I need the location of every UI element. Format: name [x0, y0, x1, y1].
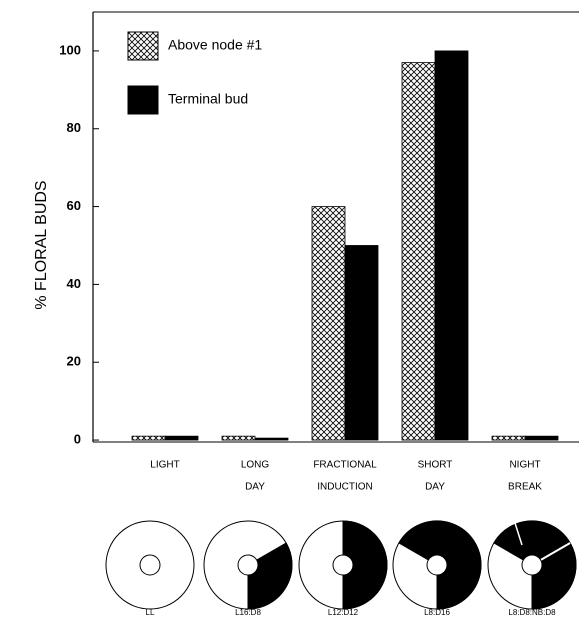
- y-axis-label: % FLORAL BUDS: [33, 180, 50, 309]
- photoperiod-label: L16:D8: [235, 608, 261, 617]
- y-tick-label: 20: [67, 354, 81, 369]
- bar: [402, 63, 435, 440]
- legend-label: Above node #1: [168, 37, 262, 53]
- y-tick-label: 100: [59, 42, 81, 57]
- x-tick-label: INDUCTION: [317, 482, 373, 493]
- photoperiod-label: L8:D8:NB:D8: [508, 608, 556, 617]
- y-tick-label: 80: [67, 120, 81, 135]
- y-tick-label: 0: [74, 431, 81, 446]
- y-tick-label: 40: [67, 276, 81, 291]
- bar: [312, 207, 345, 440]
- x-tick-label: NIGHT: [509, 460, 540, 471]
- x-tick-label: BREAK: [508, 482, 542, 493]
- page: % FLORAL BUDS 0 20 40 60 80 100 LIGHT LONG DAY FR…: [0, 0, 579, 618]
- x-tick-label: SHORT: [418, 460, 453, 471]
- photoperiod-diagrams: [106, 521, 576, 609]
- legend-label: Terminal bud: [168, 91, 248, 107]
- bar: [345, 245, 378, 440]
- bar: [435, 51, 468, 440]
- y-tick-label: 60: [67, 198, 81, 213]
- x-tick-label: DAY: [425, 482, 445, 493]
- x-tick-label: LONG: [241, 460, 270, 471]
- bar: [525, 436, 558, 440]
- bar: [255, 438, 288, 440]
- x-tick-label: FRACTIONAL: [313, 460, 377, 471]
- photoperiod-label: LL: [146, 608, 155, 617]
- photoperiod-label: L8:D16: [424, 608, 450, 617]
- photoperiod-label: L12:D12: [328, 608, 359, 617]
- bar: [132, 436, 165, 440]
- x-tick-label: DAY: [245, 482, 265, 493]
- bar: [222, 436, 255, 440]
- bar: [165, 436, 198, 440]
- x-tick-label: LIGHT: [150, 460, 179, 471]
- bar: [492, 436, 525, 440]
- chart: % FLORAL BUDS 0 20 40 60 80 100 LIGHT LONG DAY FR…: [0, 0, 579, 618]
- legend-swatch: [128, 86, 158, 114]
- legend-swatch: [128, 32, 158, 60]
